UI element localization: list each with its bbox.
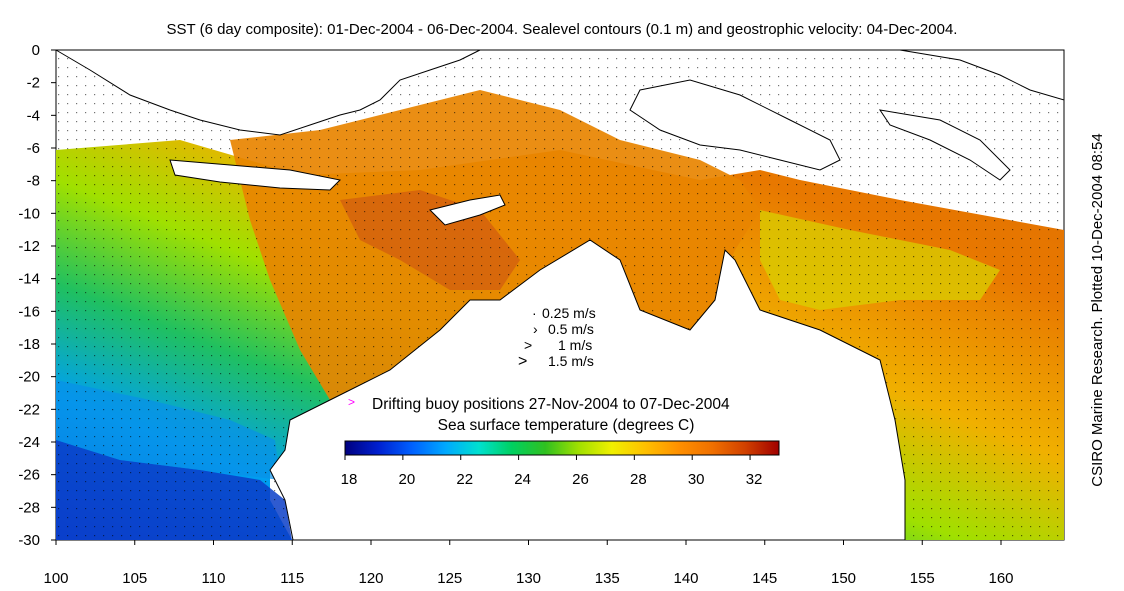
java-island (169, 159, 342, 191)
colorbar-tick-label: 22 (456, 471, 473, 488)
x-tick-label: 125 (437, 570, 462, 587)
y-tick-label: -18 (18, 336, 40, 353)
y-tick-label: -12 (18, 238, 40, 255)
velocity-key: · 0.25 m/s › 0.5 m/s > 1 m/s > 1.5 m/s (518, 305, 596, 370)
solomon-islands (878, 109, 1011, 181)
y-tick-label: -28 (18, 499, 40, 516)
x-tick-label: 115 (280, 570, 304, 587)
velocity-key-label: 0.5 m/s (548, 321, 594, 337)
x-tick-label: 120 (358, 570, 383, 587)
credit-text: CSIRO Marine Research. Plotted 10-Dec-20… (1089, 133, 1106, 487)
y-tick-label: -24 (18, 434, 40, 451)
indonesia-landmass (54, 49, 481, 136)
colorbar-ticks: 18 20 22 24 26 28 30 32 (341, 455, 763, 488)
y-tick-label: -2 (27, 75, 40, 92)
colorbar-tick-label: 28 (630, 471, 647, 488)
colorbar (344, 440, 780, 456)
y-tick-label: -4 (27, 107, 40, 124)
x-axis: 100 105 110 115 120 125 130 135 140 145 150 155 160 (43, 540, 1014, 587)
x-tick-label: 100 (43, 570, 68, 587)
colorbar-tick-label: 26 (572, 471, 589, 488)
new-guinea-landmass (629, 79, 841, 171)
x-tick-label: 140 (673, 570, 698, 587)
y-tick-label: -20 (18, 369, 40, 386)
y-tick-label: -30 (18, 532, 40, 549)
y-tick-label: -16 (18, 303, 40, 320)
y-tick-label: 0 (32, 42, 40, 59)
x-tick-label: 105 (122, 570, 147, 587)
x-tick-label: 130 (516, 570, 541, 587)
velocity-key-label: 1.5 m/s (548, 353, 594, 369)
velocity-key-label: 0.25 m/s (542, 305, 596, 321)
velocity-key-symbol: > (518, 353, 527, 370)
colorbar-tick-label: 24 (514, 471, 531, 488)
velocity-key-symbol: · (532, 305, 537, 321)
colorbar-title: Sea surface temperature (degrees C) (438, 417, 695, 434)
y-tick-label: -26 (18, 467, 40, 484)
colorbar-tick-label: 20 (399, 471, 416, 488)
australia-landmass (269, 239, 906, 541)
x-tick-label: 155 (910, 570, 935, 587)
y-tick-label: -10 (18, 205, 40, 222)
x-tick-label: 160 (988, 570, 1013, 587)
colorbar-tick-label: 30 (688, 471, 705, 488)
y-tick-label: -6 (27, 140, 40, 157)
colorbar-tick-label: 18 (341, 471, 358, 488)
velocity-key-symbol: > (524, 337, 532, 353)
x-tick-label: 150 (831, 570, 856, 587)
x-tick-label: 145 (752, 570, 777, 587)
velocity-key-symbol: › (533, 321, 538, 337)
buoy-legend-symbol: > (348, 395, 355, 409)
colorbar-tick-label: 32 (746, 471, 763, 488)
buoy-legend-label: Drifting buoy positions 27-Nov-2004 to 0… (372, 396, 730, 413)
map-title: SST (6 day composite): 01-Dec-2004 - 06-… (167, 21, 958, 38)
y-axis: 0 -2 -4 -6 -8 -10 -12 -14 -16 -18 -20 -22 -24 -26 -28 -… (18, 42, 56, 549)
timor-island (429, 194, 506, 226)
x-tick-label: 135 (595, 570, 620, 587)
velocity-key-label: 1 m/s (558, 337, 592, 353)
y-tick-label: -22 (18, 401, 40, 418)
x-tick-label: 110 (202, 570, 226, 587)
northern-islands (899, 49, 1065, 101)
map-area (54, 49, 1065, 541)
y-tick-label: -14 (18, 271, 40, 288)
y-tick-label: -8 (27, 173, 40, 190)
